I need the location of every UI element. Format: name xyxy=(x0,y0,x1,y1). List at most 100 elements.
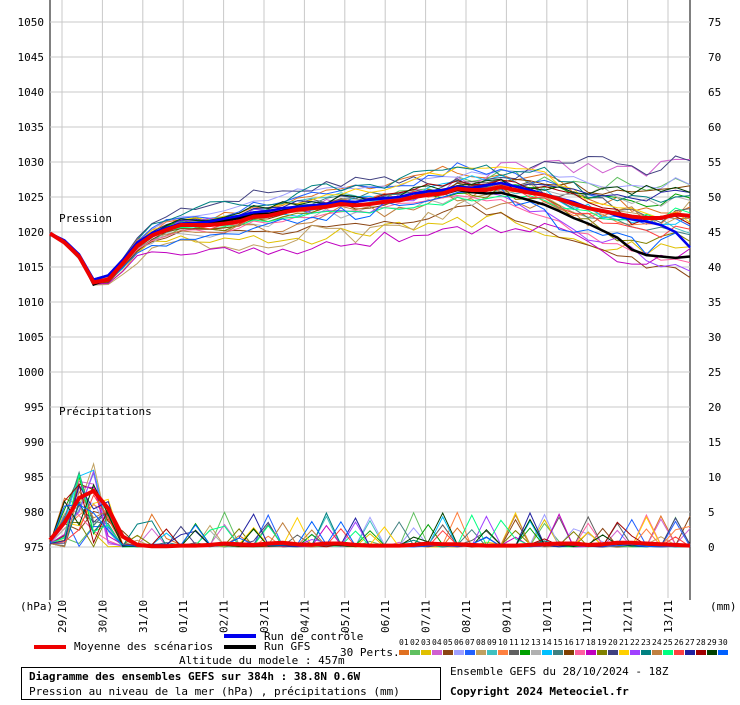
main-series-lines xyxy=(48,181,691,549)
x-tick-label: 07/11 xyxy=(420,600,433,633)
pert-legend-swatch xyxy=(476,650,486,655)
info-box: Diagramme des ensembles GEFS sur 384h : … xyxy=(21,667,441,700)
right-tick-label: 5 xyxy=(708,506,715,519)
left-tick-label: 1015 xyxy=(18,261,45,274)
pert-legend-swatch xyxy=(663,650,673,655)
right-tick-label: 30 xyxy=(708,331,721,344)
pert-legend-swatch xyxy=(399,650,409,655)
perturbation-pressure-line xyxy=(49,178,691,283)
pert-legend-swatch xyxy=(674,650,684,655)
right-tick-label: 10 xyxy=(708,471,721,484)
pert-legend-swatch xyxy=(696,650,706,655)
right-tick-label: 35 xyxy=(708,296,721,309)
pert-legend-swatch xyxy=(520,650,530,655)
ensemble-text: Ensemble GEFS du 28/10/2024 - 18Z xyxy=(450,665,669,678)
right-tick-label: 75 xyxy=(708,16,721,29)
info-box-subtitle: Pression au niveau de la mer (hPa) , pré… xyxy=(29,685,400,698)
legend-control-label: Run de contrôle xyxy=(264,630,364,643)
x-tick-label: 10/11 xyxy=(541,600,554,633)
left-tick-label: 1005 xyxy=(18,331,45,344)
perturbation-pressure-line xyxy=(49,155,691,280)
right-axis-unit: (mm) xyxy=(710,600,737,613)
x-tick-label: 11/11 xyxy=(581,600,594,633)
series-line-moyenne-des-scénarios xyxy=(48,185,691,285)
right-tick-label: 60 xyxy=(708,121,721,134)
perturbation-legend: 01 02 03 04 05 06 07 08 09 10 11 12 13 14 15 16 17 18 19 20… xyxy=(399,638,733,658)
pert-legend-swatch xyxy=(564,650,574,655)
right-tick-label: 25 xyxy=(708,366,721,379)
pert-legend-number: 17 xyxy=(575,638,585,647)
x-tick-label: 12/11 xyxy=(622,600,635,633)
x-tick-label: 08/11 xyxy=(460,600,473,633)
legend-mean-swatch xyxy=(34,645,66,649)
legend-gfs-label: Run GFS xyxy=(264,640,311,653)
x-tick-label: 02/11 xyxy=(218,600,231,633)
legend-control-swatch xyxy=(224,634,256,638)
left-tick-label: 1025 xyxy=(18,191,45,204)
right-tick-label: 45 xyxy=(708,226,721,239)
pert-legend-number: 09 xyxy=(487,638,497,647)
right-tick-label: 55 xyxy=(708,156,721,169)
pert-legend-swatch xyxy=(597,650,607,655)
legend-perts-label: 30 Perts. xyxy=(340,646,400,659)
pert-legend-number: 10 xyxy=(498,638,508,647)
pressure-section-label: Pression xyxy=(59,212,112,225)
left-tick-label: 1010 xyxy=(18,296,45,309)
right-tick-label: 20 xyxy=(708,401,721,414)
pert-legend-swatch xyxy=(443,650,453,655)
pert-legend-swatch xyxy=(718,650,728,655)
left-tick-label: 1035 xyxy=(18,121,45,134)
left-tick-label: 985 xyxy=(24,471,44,484)
pert-legend-number: 16 xyxy=(564,638,574,647)
right-tick-label: 70 xyxy=(708,51,721,64)
left-axis-unit: (hPa) xyxy=(20,600,53,613)
info-box-title: Diagramme des ensembles GEFS sur 384h : … xyxy=(29,670,361,683)
pert-legend-number: 19 xyxy=(597,638,607,647)
pert-legend-number: 25 xyxy=(663,638,673,647)
pert-legend-number: 28 xyxy=(696,638,706,647)
pert-legend-swatch xyxy=(465,650,475,655)
x-tick-label: 09/11 xyxy=(500,600,513,633)
x-tick-label: 06/11 xyxy=(379,600,392,633)
left-tick-label: 1000 xyxy=(18,366,45,379)
left-tick-label: 1045 xyxy=(18,51,45,64)
left-tick-label: 980 xyxy=(24,506,44,519)
copyright-text: Copyright 2024 Meteociel.fr xyxy=(450,685,629,698)
pert-legend-swatch xyxy=(707,650,717,655)
pert-legend-number: 18 xyxy=(586,638,596,647)
pert-legend-number: 20 xyxy=(608,638,618,647)
pert-legend-number: 01 xyxy=(399,638,409,647)
x-tick-label: 30/10 xyxy=(96,600,109,633)
right-tick-label: 0 xyxy=(708,541,715,554)
x-tick-label: 31/10 xyxy=(137,600,150,633)
pert-legend-number: 06 xyxy=(454,638,464,647)
pert-legend-number: 21 xyxy=(619,638,629,647)
legend-mean-label: Moyenne des scénarios xyxy=(74,640,214,653)
left-tick-label: 1050 xyxy=(18,16,45,29)
pert-legend-swatch xyxy=(509,650,519,655)
pert-legend-swatch xyxy=(531,650,541,655)
pert-legend-swatch xyxy=(454,650,464,655)
pert-legend-swatch xyxy=(652,650,662,655)
pert-legend-number: 05 xyxy=(443,638,453,647)
pert-legend-swatch xyxy=(608,650,618,655)
pert-legend-number: 13 xyxy=(531,638,541,647)
x-tick-label: 05/11 xyxy=(339,600,352,633)
pert-legend-number: 27 xyxy=(685,638,695,647)
left-tick-label: 1030 xyxy=(18,156,45,169)
x-tick-label: 04/11 xyxy=(298,600,311,633)
pert-legend-swatch xyxy=(553,650,563,655)
pert-legend-swatch xyxy=(630,650,640,655)
pert-legend-swatch xyxy=(619,650,629,655)
altitude-text: Altitude du modele : 457m xyxy=(179,654,345,667)
precip-section-label: Précipitations xyxy=(59,405,152,418)
axis-labels: 1050104510401035103010251020101510101005… xyxy=(18,16,737,633)
pert-legend-swatch xyxy=(432,650,442,655)
pert-legend-number: 12 xyxy=(520,638,530,647)
perturbation-pressure-line xyxy=(49,178,691,284)
pert-legend-swatch xyxy=(641,650,651,655)
pert-legend-number: 08 xyxy=(476,638,486,647)
pert-legend-swatch xyxy=(586,650,596,655)
left-tick-label: 975 xyxy=(24,541,44,554)
